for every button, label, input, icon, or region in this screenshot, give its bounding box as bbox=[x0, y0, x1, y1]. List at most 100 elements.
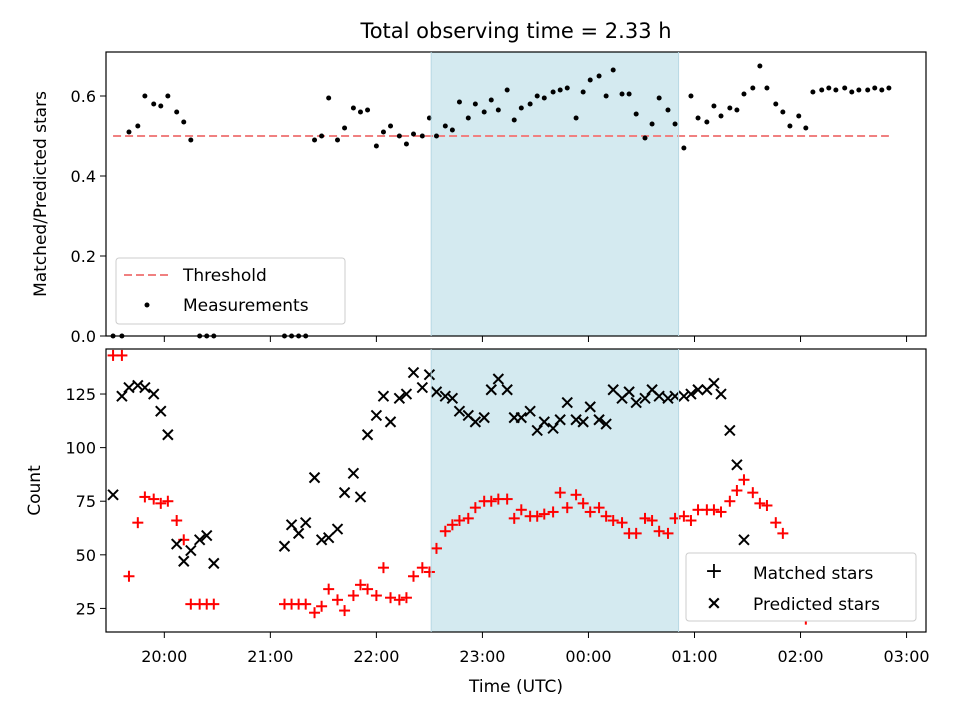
measurement-point bbox=[619, 91, 625, 97]
predicted-star-marker bbox=[107, 489, 119, 501]
x-tick-label: 22:00 bbox=[353, 647, 399, 666]
measurement-point bbox=[626, 91, 632, 97]
measurement-point bbox=[511, 117, 517, 123]
predicted-star-marker bbox=[116, 390, 128, 402]
matched-star-marker bbox=[300, 598, 312, 610]
measurement-point bbox=[734, 107, 740, 113]
predicted-star-marker bbox=[331, 523, 344, 535]
measurement-point bbox=[681, 145, 687, 151]
measurement-point bbox=[649, 121, 655, 127]
matched-star-marker bbox=[593, 502, 605, 514]
matched-star-marker bbox=[561, 502, 573, 514]
matched-star-marker bbox=[377, 562, 389, 574]
measurement-point bbox=[826, 85, 832, 91]
bottom-shaded-span bbox=[431, 349, 679, 632]
measurement-point bbox=[165, 93, 171, 99]
matched-star-marker bbox=[501, 493, 513, 505]
matched-star-marker bbox=[430, 542, 442, 554]
predicted-star-marker bbox=[685, 388, 697, 400]
matched-star-marker bbox=[731, 485, 743, 496]
top-shaded-span bbox=[431, 52, 679, 336]
measurement-point bbox=[403, 141, 409, 147]
predicted-star-marker bbox=[653, 390, 665, 402]
measurement-point bbox=[518, 105, 524, 111]
predicted-star-marker bbox=[299, 516, 312, 529]
predicted-star-marker bbox=[384, 416, 397, 428]
measurement-point bbox=[142, 93, 148, 99]
predicted-star-marker bbox=[416, 381, 429, 394]
measurement-point bbox=[741, 91, 747, 97]
matched-star-marker bbox=[155, 497, 167, 509]
y-tick-label: 0.2 bbox=[71, 247, 96, 266]
matched-star-marker bbox=[323, 583, 335, 595]
predicted-star-marker bbox=[630, 396, 642, 409]
predicted-star-marker bbox=[361, 429, 374, 441]
bottom-panel: 25 50 75 100 125 20:00 21:00 22:00 23:00 00:00 01… bbox=[25, 348, 930, 697]
predicted-star-marker bbox=[292, 527, 305, 540]
x-tick-label: 20:00 bbox=[141, 647, 187, 666]
measurement-point bbox=[442, 123, 448, 129]
predicted-star-marker bbox=[162, 429, 174, 441]
x-tick-label: 00:00 bbox=[565, 647, 611, 666]
measurement-point bbox=[419, 133, 425, 139]
matched-star-marker bbox=[453, 515, 465, 527]
predicted-star-marker bbox=[453, 405, 466, 417]
matched-star-marker bbox=[423, 566, 435, 578]
measurement-point bbox=[312, 137, 318, 143]
measurement-point bbox=[819, 87, 825, 93]
measurement-point bbox=[495, 107, 501, 113]
measurement-point bbox=[656, 95, 662, 101]
bottom-x-axis: 20:00 21:00 22:00 23:00 00:00 01:00 02:00 03:00 bbox=[141, 632, 930, 666]
matched-star-marker bbox=[439, 525, 451, 537]
measurement-point bbox=[456, 99, 462, 105]
measurement-point bbox=[803, 125, 809, 131]
measurement-point bbox=[357, 109, 363, 115]
measurement-point bbox=[388, 123, 394, 129]
measurement-point bbox=[151, 101, 157, 107]
legend-measurements-label: Measurements bbox=[183, 296, 309, 316]
matched-star-marker bbox=[554, 487, 566, 499]
matched-star-marker bbox=[770, 517, 782, 529]
measurement-point bbox=[695, 115, 701, 121]
measurement-point bbox=[557, 87, 563, 93]
measurement-point bbox=[672, 121, 678, 127]
matched-star-marker bbox=[678, 510, 690, 522]
measurement-point bbox=[564, 85, 570, 91]
measurement-point bbox=[642, 135, 648, 141]
predicted-star-marker bbox=[193, 534, 206, 546]
measurement-point bbox=[326, 95, 332, 101]
bottom-y-label: Count bbox=[25, 465, 45, 516]
matched-star-marker bbox=[724, 495, 736, 507]
matched-star-marker bbox=[132, 517, 144, 529]
matched-star-marker bbox=[738, 474, 750, 486]
matched-star-marker bbox=[362, 583, 374, 595]
predicted-star-marker bbox=[201, 529, 213, 542]
measurement-point bbox=[610, 67, 616, 73]
measurement-point bbox=[872, 85, 878, 91]
predicted-star-marker bbox=[322, 531, 335, 544]
bottom-legend-box bbox=[685, 552, 917, 622]
measurement-point bbox=[773, 101, 779, 107]
chart-title: Total observing time = 2.33 h bbox=[359, 19, 671, 43]
matched-star-marker bbox=[485, 495, 497, 507]
measurement-point bbox=[488, 97, 494, 103]
matched-star-marker bbox=[747, 487, 759, 499]
predicted-star-marker bbox=[430, 386, 443, 398]
predicted-star-marker bbox=[400, 388, 413, 400]
matched-star-marker bbox=[577, 497, 589, 509]
measurement-point bbox=[335, 137, 341, 143]
predicted-star-marker bbox=[593, 414, 605, 426]
matched-star-marker bbox=[347, 590, 359, 602]
predicted-star-marker bbox=[662, 392, 674, 405]
matched-star-marker bbox=[761, 500, 773, 512]
predicted-star-marker bbox=[692, 384, 704, 396]
top-y-label: Matched/Predicted stars bbox=[31, 91, 51, 297]
measurement-point bbox=[711, 103, 717, 109]
matched-star-marker bbox=[139, 491, 151, 503]
measurement-point bbox=[411, 131, 416, 137]
measurement-point bbox=[587, 77, 593, 83]
matched-star-marker bbox=[584, 506, 596, 518]
legend-predicted-swatch: × bbox=[706, 592, 722, 614]
measurement-point bbox=[350, 105, 356, 111]
x-tick-label: 01:00 bbox=[671, 647, 717, 666]
